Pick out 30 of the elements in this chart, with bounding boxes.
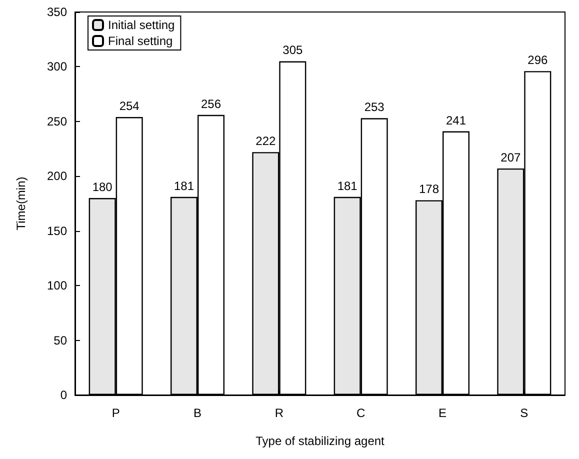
data-label: 207: [500, 150, 521, 164]
y-tick-label: 50: [54, 333, 68, 348]
x-tick-label: R: [274, 406, 284, 420]
legend-label: Final setting: [108, 34, 173, 48]
x-tick-label: B: [193, 406, 202, 420]
x-tick-label: E: [438, 406, 447, 420]
data-label: 181: [174, 178, 194, 193]
data-label: 296: [528, 53, 548, 68]
legend-label: Initial setting: [108, 18, 175, 32]
y-tick-label: 0: [60, 388, 68, 402]
data-label: 181: [337, 178, 358, 193]
data-label: 178: [418, 182, 440, 196]
x-tick-label: C: [356, 406, 366, 420]
y-tick-label: 100: [46, 278, 68, 293]
y-tick-label: 350: [46, 5, 68, 19]
y-tick-label: 250: [46, 114, 68, 128]
x-tick-label: S: [520, 406, 528, 420]
y-tick-label: 200: [46, 169, 68, 184]
data-label: 180: [92, 180, 113, 194]
x-tick-label: P: [112, 406, 120, 420]
x-axis-title: Type of stabilizing agent: [256, 434, 386, 448]
data-label: 305: [282, 43, 303, 58]
data-label: 254: [119, 99, 140, 114]
data-label: 222: [256, 134, 276, 148]
y-tick-label: 300: [46, 60, 68, 74]
data-label: 241: [446, 113, 466, 128]
data-label: 253: [364, 100, 385, 114]
y-tick-label: 150: [46, 224, 68, 238]
data-label: 256: [200, 96, 222, 111]
y-axis-title: Time(min): [14, 176, 28, 230]
